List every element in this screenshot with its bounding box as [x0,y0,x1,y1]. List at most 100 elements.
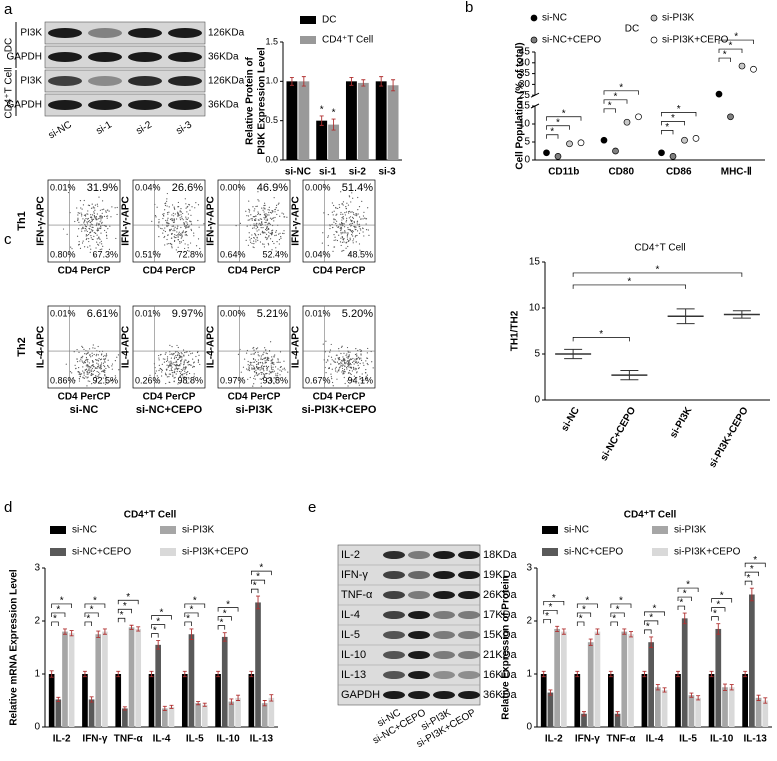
flow-event [100,368,102,370]
flow-event [330,356,333,358]
flow-event [332,226,334,229]
error-bar [729,684,734,691]
flow-event [188,376,190,379]
flow-event [105,353,108,355]
flow-event [357,364,359,366]
blot-band [458,551,480,559]
flow-event [86,234,88,237]
bar [648,642,654,727]
flow-event [188,378,190,380]
flow-event [253,242,255,245]
flow-event [93,215,96,217]
flow-event [162,358,164,360]
flow-event [280,235,282,238]
flow-event [280,237,282,239]
blot-row-label: IL-5 [341,629,360,641]
flow-event [185,231,188,233]
flow-event [256,347,259,349]
flow-event [359,377,362,380]
flow-event [111,206,113,208]
flow-event [70,246,72,248]
flow-event [87,246,89,248]
flow-event [105,231,107,233]
flow-event [154,214,157,217]
flow-event [183,222,185,224]
flow-event [278,233,280,235]
flow-event [359,358,361,360]
flow-event [93,212,95,214]
error-bar [361,79,366,87]
flow-event [247,364,249,366]
flow-event [164,372,167,374]
flow-event [338,204,340,206]
flow-event [71,372,73,374]
flow-event [343,241,345,243]
flow-event [271,232,273,234]
flow-event [348,195,350,197]
blot-band [128,100,162,110]
flow-event [283,367,286,369]
flow-event [159,368,161,370]
flow-event [266,359,268,361]
blot-band [383,631,405,639]
flow-event [346,238,349,240]
bar [286,81,298,160]
flow-event [342,216,344,218]
flow-event [95,247,97,249]
flow-event [341,365,343,367]
flow-event [270,372,272,374]
dot [635,113,642,121]
flow-y-label: IL-4-APC [291,326,302,368]
flow-event [245,368,248,370]
flow-event [76,235,79,237]
flow-event [86,358,88,360]
flow-event [325,372,327,374]
flow-event [260,355,262,357]
significance-bracket [572,272,743,277]
flow-event [190,221,192,223]
flow-event [169,351,171,353]
bar [195,703,201,727]
error-bar [564,348,583,360]
flow-event [243,358,246,360]
flow-event [263,202,266,204]
flow-event [180,233,182,235]
bar [695,697,701,727]
error-bar [331,118,336,131]
flow-event [256,222,258,224]
flow-event [175,373,177,375]
flow-event [277,359,279,361]
flow-event [256,237,258,239]
error-bar [189,628,194,640]
blot-size-label: 36KDa [208,100,239,111]
dot [554,153,562,160]
flow-event [272,362,274,364]
flow-event [341,360,343,362]
y-axis-label: Relative Protein of [245,56,256,144]
flow-y-label: IFN-γ-APC [36,196,47,245]
flow-event [280,370,283,372]
flow-event [263,231,265,233]
significance-label: * [720,590,724,601]
flow-event [173,236,175,238]
significance-label: * [123,601,127,612]
flow-event [280,365,282,368]
flow-event [114,375,116,377]
flow-event [352,217,355,219]
flow-event [258,222,260,224]
legend-marker [650,14,658,22]
flow-event [158,364,160,366]
flow-event [103,359,106,361]
flow-event [255,371,258,374]
flow-event [85,353,88,355]
bar [375,81,387,160]
flow-event [345,219,348,221]
flow-event [164,244,166,246]
blot-band [433,691,455,699]
flow-event [333,239,335,242]
flow-event [166,192,168,195]
flow-event [116,356,118,358]
flow-event [350,219,353,222]
blot-band [88,76,122,86]
flow-event [259,214,261,216]
